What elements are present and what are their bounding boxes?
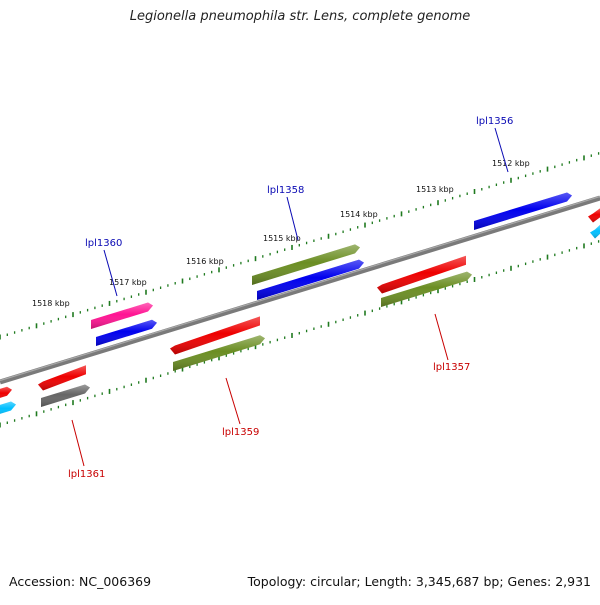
gene-feature-blue-lpl1358-shading: [257, 259, 364, 300]
gene-feature-olive-shading: [252, 244, 360, 285]
leader-line-lpl1358: [286, 196, 299, 241]
leader-line-lpl1357: [434, 313, 449, 361]
genome-backbone: [0, 195, 600, 385]
genome-backbone-highlight: [0, 195, 600, 382]
leader-line-lpl1360: [103, 249, 118, 297]
gene-feature-pink-lpl1360-shading: [91, 302, 153, 329]
gene-label-lpl1358[interactable]: lpl1358: [267, 185, 304, 196]
leader-line-lpl1359: [225, 377, 241, 425]
kbp-label: 1518 kbp: [32, 299, 70, 308]
accession-text: Accession: NC_006369: [9, 574, 152, 589]
kbp-label: 1517 kbp: [109, 278, 147, 287]
gene-feature-red-left-edge-shading: [0, 386, 12, 398]
gene-feature-red-lpl1359-shading: [170, 316, 260, 355]
kbp-label: 1512 kbp: [492, 159, 530, 168]
gene-feature-blue-shading: [96, 319, 157, 346]
genome-summary-text: Topology: circular; Length: 3,345,687 bp…: [247, 574, 591, 589]
gene-label-lpl1361[interactable]: lpl1361: [68, 469, 105, 480]
gene-features: [0, 192, 600, 414]
leader-line-lpl1361: [71, 419, 85, 467]
gene-feature-gray-shading: [41, 384, 90, 407]
gene-feature-olive-lpl1357-shading: [381, 271, 472, 307]
gene-leader-lines: [71, 127, 509, 467]
gene-feature-blue-lpl1356-shading: [474, 192, 572, 230]
kbp-label: 1514 kbp: [340, 210, 378, 219]
gene-feature-red-edge-shading: [588, 208, 600, 223]
gene-label-lpl1360[interactable]: lpl1360: [85, 238, 122, 249]
outer-tick-row: [0, 152, 600, 340]
kbp-label: 1513 kbp: [416, 185, 454, 194]
inner-tick-row: [0, 240, 600, 428]
kbp-label: 1515 kbp: [263, 234, 301, 243]
kbp-label: 1516 kbp: [186, 257, 224, 266]
gene-label-lpl1359[interactable]: lpl1359: [222, 427, 259, 438]
gene-feature-cyan-edge-shading: [590, 224, 600, 239]
gene-label-lpl1357[interactable]: lpl1357: [433, 362, 470, 373]
gene-feature-red-lpl1361-shading: [38, 365, 86, 391]
gene-label-lpl1356[interactable]: lpl1356: [476, 116, 513, 127]
gene-feature-red-lpl1357-shading: [377, 255, 466, 294]
gene-feature-olive-lpl1359-shading: [173, 335, 265, 371]
genome-title: Legionella pneumophila str. Lens, comple…: [129, 9, 471, 24]
leader-line-lpl1356: [494, 127, 509, 173]
gene-feature-cyan-left-edge-shading: [0, 401, 16, 414]
